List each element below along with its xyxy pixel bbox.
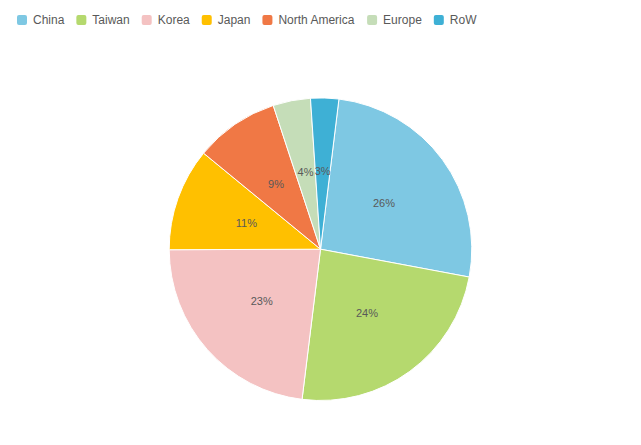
- svg-text:RoW: RoW: [450, 13, 477, 27]
- svg-text:3%: 3%: [315, 165, 331, 177]
- svg-text:China: China: [33, 13, 65, 27]
- svg-text:24%: 24%: [356, 307, 378, 319]
- svg-text:26%: 26%: [373, 197, 395, 209]
- svg-text:Europe: Europe: [383, 13, 422, 27]
- svg-text:23%: 23%: [251, 295, 273, 307]
- svg-text:Japan: Japan: [218, 13, 251, 27]
- svg-text:11%: 11%: [236, 217, 257, 229]
- svg-text:Korea: Korea: [158, 13, 190, 27]
- svg-text:Taiwan: Taiwan: [92, 13, 129, 27]
- svg-text:North America: North America: [278, 13, 354, 27]
- svg-text:4%: 4%: [298, 166, 314, 178]
- svg-text:9%: 9%: [268, 178, 284, 190]
